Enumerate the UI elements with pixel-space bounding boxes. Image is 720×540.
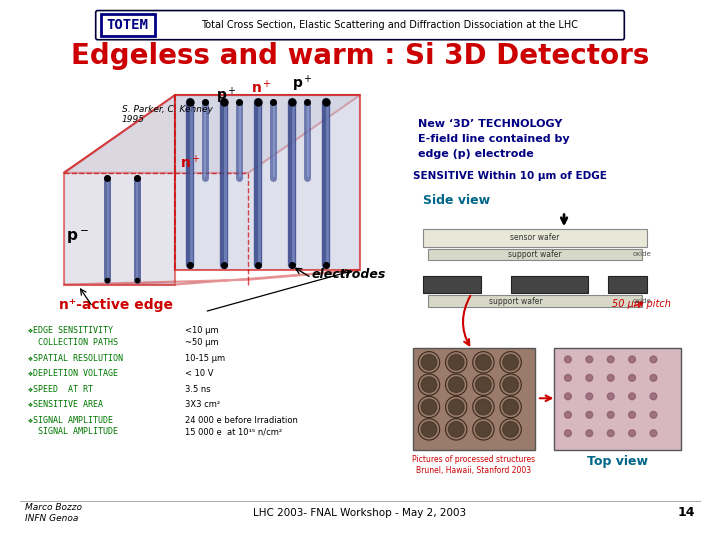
Circle shape <box>650 393 657 400</box>
Text: ❖DEPLETION VOLTAGE: ❖DEPLETION VOLTAGE <box>27 369 117 378</box>
Circle shape <box>476 399 491 415</box>
Bar <box>510 276 588 293</box>
Circle shape <box>586 374 593 381</box>
Circle shape <box>476 422 491 437</box>
Text: 50 μm pitch: 50 μm pitch <box>612 299 671 309</box>
Text: New ‘3D’ TECHNOLOGY
E-field line contained by
edge (p) electrode: New ‘3D’ TECHNOLOGY E-field line contain… <box>418 119 570 159</box>
Circle shape <box>586 411 593 418</box>
Circle shape <box>607 356 614 363</box>
Circle shape <box>449 355 464 370</box>
Circle shape <box>564 411 572 418</box>
Text: TOTEM: TOTEM <box>107 18 149 32</box>
Circle shape <box>607 393 614 400</box>
Circle shape <box>421 377 437 393</box>
Text: 3.5 ns: 3.5 ns <box>185 384 211 394</box>
Circle shape <box>421 355 437 370</box>
Text: 14: 14 <box>678 507 696 519</box>
Text: 24 000 e before Irradiation: 24 000 e before Irradiation <box>185 416 298 425</box>
Text: ❖SPEED  AT RT: ❖SPEED AT RT <box>27 384 93 394</box>
Text: S. Parker, C. Kenney
1995: S. Parker, C. Kenney 1995 <box>122 105 213 124</box>
Text: LHC 2003- FNAL Workshop - May 2, 2003: LHC 2003- FNAL Workshop - May 2, 2003 <box>253 508 467 518</box>
Text: < 10 V: < 10 V <box>185 369 214 378</box>
Circle shape <box>564 374 572 381</box>
Bar <box>428 295 642 307</box>
Bar <box>554 348 680 450</box>
Circle shape <box>629 411 636 418</box>
Circle shape <box>449 399 464 415</box>
Bar <box>428 248 642 260</box>
Circle shape <box>650 374 657 381</box>
Text: ❖SENSITIVE AREA: ❖SENSITIVE AREA <box>27 400 103 409</box>
Circle shape <box>650 356 657 363</box>
Circle shape <box>421 399 437 415</box>
Polygon shape <box>63 95 360 173</box>
Circle shape <box>476 377 491 393</box>
Text: 15 000 e  at 10¹⁵ n/cm²: 15 000 e at 10¹⁵ n/cm² <box>185 428 282 436</box>
Text: n⁺-active edge: n⁺-active edge <box>59 298 173 312</box>
Text: <10 μm: <10 μm <box>185 326 219 335</box>
Text: Top view: Top view <box>587 455 648 468</box>
Circle shape <box>421 422 437 437</box>
Text: Side view: Side view <box>423 194 490 207</box>
Circle shape <box>650 430 657 437</box>
Circle shape <box>629 356 636 363</box>
Circle shape <box>650 411 657 418</box>
Text: 10-15 μm: 10-15 μm <box>185 354 225 362</box>
Circle shape <box>503 355 518 370</box>
Polygon shape <box>63 270 360 285</box>
Circle shape <box>607 411 614 418</box>
Text: n$^+$: n$^+$ <box>251 79 272 96</box>
Bar <box>423 229 647 247</box>
Text: SIGNAL AMPLITUDE: SIGNAL AMPLITUDE <box>27 428 117 436</box>
Circle shape <box>629 374 636 381</box>
Text: SENSITIVE Within 10 μm of EDGE: SENSITIVE Within 10 μm of EDGE <box>413 171 607 181</box>
Text: ~50 μm: ~50 μm <box>185 338 219 347</box>
Circle shape <box>586 393 593 400</box>
Circle shape <box>503 422 518 437</box>
FancyBboxPatch shape <box>96 11 624 40</box>
Text: ❖SPATIAL RESOLUTION: ❖SPATIAL RESOLUTION <box>27 354 122 362</box>
Polygon shape <box>176 95 360 270</box>
Bar <box>101 15 155 36</box>
Text: electrodes: electrodes <box>312 268 386 281</box>
Text: p$^+$: p$^+$ <box>292 73 313 94</box>
Bar <box>608 276 647 293</box>
Text: p$^-$: p$^-$ <box>66 228 89 246</box>
Circle shape <box>586 356 593 363</box>
Text: oxide: oxide <box>633 252 652 258</box>
Text: support wafer: support wafer <box>489 296 542 306</box>
Polygon shape <box>63 95 176 285</box>
Text: oxide: oxide <box>633 298 652 304</box>
Text: Pictures of processed structures
Brunel, Hawaii, Stanford 2003: Pictures of processed structures Brunel,… <box>412 455 535 475</box>
Circle shape <box>449 422 464 437</box>
Text: Edgeless and warm : Si 3D Detectors: Edgeless and warm : Si 3D Detectors <box>71 42 649 70</box>
Circle shape <box>607 430 614 437</box>
Circle shape <box>449 377 464 393</box>
Circle shape <box>503 377 518 393</box>
Text: 3X3 cm²: 3X3 cm² <box>185 400 220 409</box>
Text: Marco Bozzo
INFN Genoa: Marco Bozzo INFN Genoa <box>24 503 82 523</box>
Circle shape <box>476 355 491 370</box>
Circle shape <box>564 356 572 363</box>
Circle shape <box>503 399 518 415</box>
Circle shape <box>564 393 572 400</box>
Bar <box>423 276 482 293</box>
Text: support wafer: support wafer <box>508 250 562 259</box>
Circle shape <box>629 393 636 400</box>
Text: ❖SIGNAL AMPLITUDE: ❖SIGNAL AMPLITUDE <box>27 416 112 425</box>
Text: n$^+$: n$^+$ <box>180 154 201 171</box>
Text: Total Cross Section, Elastic Scattering and Diffraction Dissociation at the LHC: Total Cross Section, Elastic Scattering … <box>201 20 577 30</box>
Text: p$^+$: p$^+$ <box>216 85 237 106</box>
Text: sensor wafer: sensor wafer <box>510 233 559 242</box>
Circle shape <box>586 430 593 437</box>
Text: COLLECTION PATHS: COLLECTION PATHS <box>27 338 117 347</box>
Text: ❖EDGE SENSITIVITY: ❖EDGE SENSITIVITY <box>27 326 112 335</box>
Circle shape <box>607 374 614 381</box>
Bar <box>413 348 535 450</box>
Circle shape <box>564 430 572 437</box>
Circle shape <box>629 430 636 437</box>
